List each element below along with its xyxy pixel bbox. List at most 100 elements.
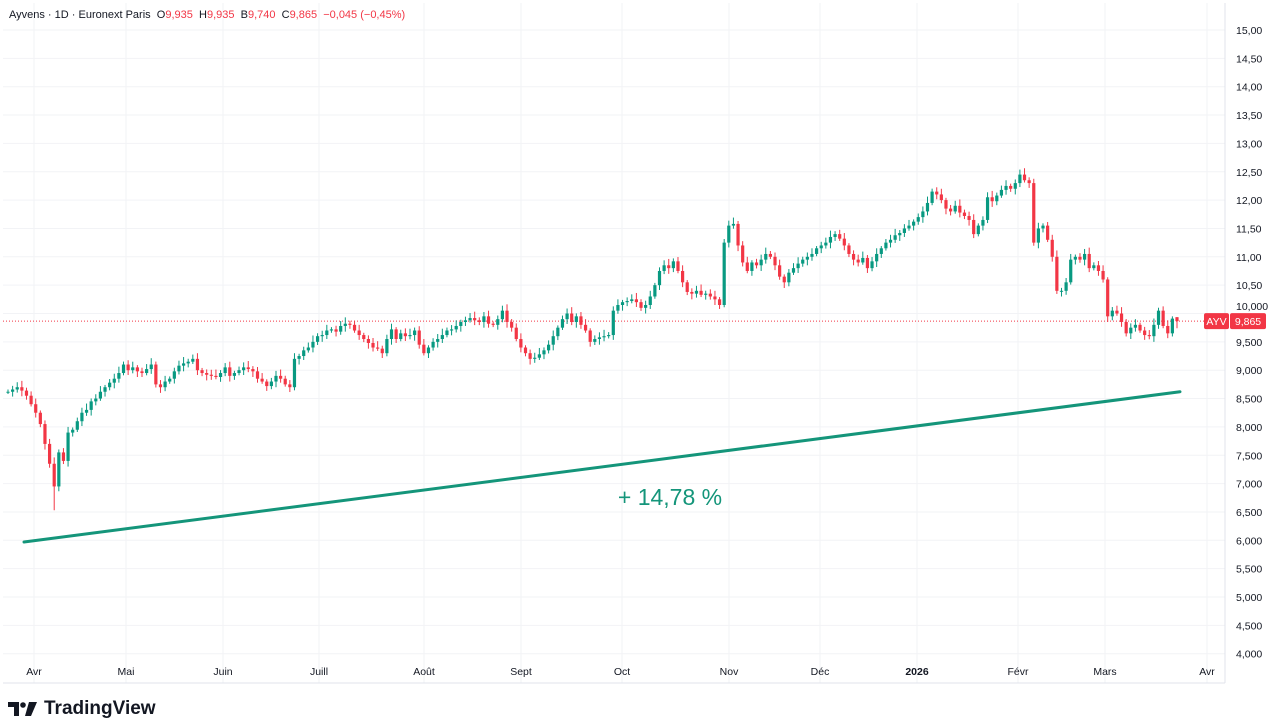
candle-body <box>172 371 176 379</box>
candle <box>1064 278 1068 295</box>
candle <box>1129 323 1133 340</box>
candle-body <box>251 369 255 372</box>
time-tick-label: Sept <box>510 666 532 678</box>
candle <box>958 199 962 218</box>
candle <box>1018 169 1022 188</box>
candle-body <box>995 195 999 202</box>
candle <box>486 310 491 328</box>
candle <box>519 333 523 353</box>
candle-body <box>722 242 726 305</box>
candle-body <box>1170 318 1174 334</box>
candle <box>574 313 578 328</box>
candle-body <box>588 330 592 342</box>
candle <box>741 241 745 267</box>
candle <box>403 328 407 341</box>
candle <box>43 420 47 450</box>
candle-body <box>1069 259 1073 283</box>
candle-body <box>944 200 948 209</box>
candle <box>828 230 833 249</box>
candle <box>449 325 454 336</box>
candle <box>131 361 135 374</box>
candle <box>228 361 232 382</box>
candle <box>1073 254 1077 265</box>
candle <box>791 263 796 275</box>
candle <box>962 209 967 220</box>
price-tick-label: 9,500 <box>1236 337 1262 349</box>
candle <box>339 320 343 335</box>
price-tick-label: 11,50 <box>1236 223 1262 235</box>
candle <box>782 274 786 288</box>
candle <box>11 385 15 397</box>
candle <box>200 367 204 377</box>
candle <box>47 438 52 468</box>
candle <box>653 282 657 299</box>
candle-body <box>838 234 842 239</box>
price-tick-label: 7,500 <box>1236 450 1262 462</box>
candle-body <box>865 257 870 269</box>
candle-body <box>274 375 278 382</box>
candle <box>445 327 449 338</box>
candle-body <box>773 256 777 266</box>
candle <box>399 329 403 342</box>
candle-body <box>38 412 42 425</box>
candle-body <box>731 223 736 226</box>
candle <box>1115 305 1119 316</box>
candle-body <box>565 313 569 320</box>
candle-body <box>519 339 523 348</box>
candle-body <box>1129 327 1133 334</box>
candle-body <box>84 409 89 413</box>
candle-body <box>736 223 740 246</box>
candle <box>242 362 246 376</box>
candle-body <box>11 389 15 392</box>
time-axis[interactable]: Avr Mai Juin Juill Août Sept Oct Nov Déc 2026 Févr… <box>26 666 1215 678</box>
candle-body <box>639 302 643 308</box>
candle-body <box>657 270 662 286</box>
candle-body <box>98 391 103 399</box>
candle-body <box>741 245 745 263</box>
candle-body <box>94 398 98 402</box>
candle-body <box>255 371 260 379</box>
candle-body <box>717 299 722 305</box>
candle-body <box>1022 174 1027 181</box>
candle <box>745 256 749 274</box>
candle <box>551 330 555 351</box>
candle <box>320 330 324 342</box>
candle-body <box>999 189 1004 196</box>
candle <box>750 260 754 276</box>
candle-body <box>292 358 297 388</box>
candle-body <box>181 363 186 366</box>
candle-body <box>962 212 967 216</box>
price-tick-label: 8,500 <box>1236 394 1262 406</box>
candle <box>112 373 116 389</box>
candle <box>306 342 310 353</box>
candle <box>708 289 712 300</box>
candle <box>537 347 541 360</box>
candle <box>842 232 846 251</box>
candle-body <box>782 276 786 283</box>
candle-body <box>921 211 925 218</box>
candle-body <box>218 373 223 378</box>
interval[interactable]: 1D <box>54 9 69 21</box>
candle <box>893 228 897 243</box>
candle-body <box>265 381 269 387</box>
symbol-name[interactable]: Ayvens <box>9 9 45 21</box>
candle-body <box>260 378 264 382</box>
candle <box>357 324 361 340</box>
candle <box>995 192 999 206</box>
candle-body <box>362 335 366 340</box>
candle-body <box>801 259 805 264</box>
trend-line[interactable] <box>22 390 1182 544</box>
candle-body <box>625 301 629 303</box>
high-label: H <box>199 9 207 21</box>
tradingview-logo[interactable]: TradingView <box>8 698 156 720</box>
candle-body <box>436 339 440 342</box>
candle <box>380 345 384 359</box>
time-tick-label: 2026 <box>905 666 929 678</box>
candle <box>75 417 79 433</box>
candle-body <box>482 316 486 323</box>
price-axis[interactable]: 15,00 14,50 14,00 13,50 13,00 12,50 12,00 11,50… <box>1236 25 1268 661</box>
candle <box>1119 307 1124 327</box>
candle <box>117 366 121 383</box>
candle <box>542 347 546 360</box>
